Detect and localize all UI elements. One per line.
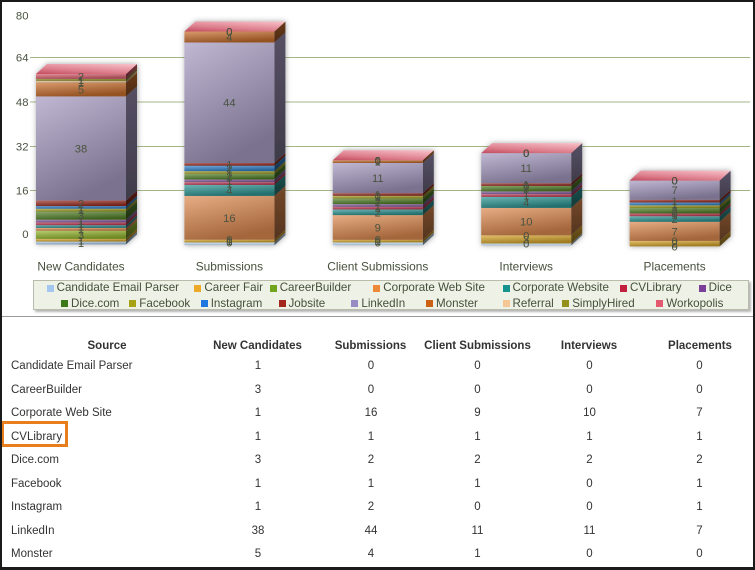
svg-text:1: 1: [78, 77, 84, 89]
svg-text:4: 4: [523, 197, 529, 209]
svg-text:0: 0: [226, 27, 232, 39]
svg-text:1: 1: [226, 236, 232, 248]
svg-text:4: 4: [226, 32, 232, 44]
svg-text:0: 0: [671, 236, 677, 248]
svg-text:2: 2: [375, 207, 381, 219]
svg-text:0: 0: [22, 229, 28, 241]
svg-text:0: 0: [671, 176, 677, 188]
svg-text:64: 64: [16, 53, 29, 65]
svg-text:0: 0: [375, 191, 381, 203]
svg-text:2: 2: [671, 239, 677, 251]
svg-text:0: 0: [523, 148, 529, 160]
svg-text:1: 1: [226, 159, 232, 171]
svg-text:0: 0: [226, 27, 232, 39]
svg-text:Placements: Placements: [644, 260, 706, 274]
svg-text:0: 0: [375, 155, 381, 167]
svg-text:2: 2: [375, 196, 381, 208]
svg-text:1: 1: [78, 202, 84, 214]
svg-text:0: 0: [523, 181, 529, 193]
svg-text:0: 0: [523, 181, 529, 193]
svg-text:80: 80: [16, 10, 29, 22]
svg-text:0: 0: [375, 235, 381, 247]
svg-text:9: 9: [375, 222, 381, 234]
svg-text:3: 3: [523, 234, 529, 246]
svg-text:7: 7: [671, 185, 677, 197]
svg-text:11: 11: [372, 173, 384, 185]
svg-text:0: 0: [671, 176, 677, 188]
svg-text:44: 44: [223, 98, 235, 110]
svg-text:1: 1: [78, 224, 84, 236]
svg-text:0: 0: [375, 238, 381, 250]
svg-text:32: 32: [16, 142, 29, 154]
svg-text:1: 1: [226, 176, 232, 188]
svg-text:3: 3: [78, 211, 84, 223]
svg-text:0: 0: [375, 155, 381, 167]
svg-text:0: 0: [226, 235, 232, 247]
svg-text:0: 0: [671, 209, 677, 221]
svg-text:2: 2: [78, 198, 84, 210]
svg-text:16: 16: [223, 213, 235, 225]
svg-text:1: 1: [671, 196, 677, 208]
svg-text:16: 16: [16, 186, 29, 198]
svg-text:0: 0: [671, 176, 677, 188]
svg-text:1: 1: [523, 191, 529, 203]
svg-text:1: 1: [375, 192, 381, 204]
svg-text:0: 0: [671, 241, 677, 253]
svg-text:0: 0: [226, 238, 232, 250]
svg-text:Submissions: Submissions: [196, 260, 263, 274]
svg-text:2: 2: [226, 164, 232, 176]
svg-text:2: 2: [226, 172, 232, 184]
svg-text:1: 1: [226, 179, 232, 191]
svg-text:0: 0: [523, 239, 529, 251]
svg-text:0: 0: [523, 148, 529, 160]
svg-text:0: 0: [523, 148, 529, 160]
svg-text:38: 38: [75, 144, 87, 156]
svg-text:1: 1: [226, 168, 232, 180]
svg-text:0: 0: [523, 148, 529, 160]
svg-text:1: 1: [375, 157, 381, 169]
svg-text:10: 10: [520, 217, 532, 229]
svg-text:11: 11: [520, 163, 532, 175]
svg-text:New Candidates: New Candidates: [37, 260, 124, 274]
svg-text:1: 1: [671, 210, 677, 222]
svg-text:2: 2: [671, 206, 677, 218]
svg-text:1: 1: [78, 219, 84, 231]
svg-text:1: 1: [78, 216, 84, 228]
svg-text:0: 0: [375, 155, 381, 167]
svg-text:Client Submissions: Client Submissions: [327, 260, 428, 274]
svg-text:1: 1: [671, 199, 677, 211]
svg-text:1: 1: [671, 202, 677, 214]
svg-text:1: 1: [375, 236, 381, 248]
svg-text:7: 7: [671, 226, 677, 238]
svg-text:0: 0: [523, 230, 529, 242]
svg-text:2: 2: [671, 214, 677, 226]
svg-text:1: 1: [523, 180, 529, 192]
svg-text:2: 2: [523, 184, 529, 196]
svg-text:4: 4: [226, 185, 232, 197]
svg-text:1: 1: [375, 201, 381, 213]
svg-text:1: 1: [78, 205, 84, 217]
svg-text:1: 1: [78, 235, 84, 247]
svg-text:0: 0: [226, 27, 232, 39]
svg-text:1: 1: [523, 188, 529, 200]
svg-text:1: 1: [78, 75, 84, 87]
svg-text:3: 3: [78, 230, 84, 242]
svg-text:1: 1: [78, 222, 84, 234]
svg-text:1: 1: [78, 238, 84, 250]
svg-text:48: 48: [16, 97, 29, 109]
svg-text:Interviews: Interviews: [499, 260, 553, 274]
svg-text:5: 5: [78, 85, 84, 97]
svg-text:1: 1: [375, 203, 381, 215]
svg-text:0: 0: [671, 176, 677, 188]
svg-text:1: 1: [375, 190, 381, 202]
svg-text:2: 2: [78, 71, 84, 83]
